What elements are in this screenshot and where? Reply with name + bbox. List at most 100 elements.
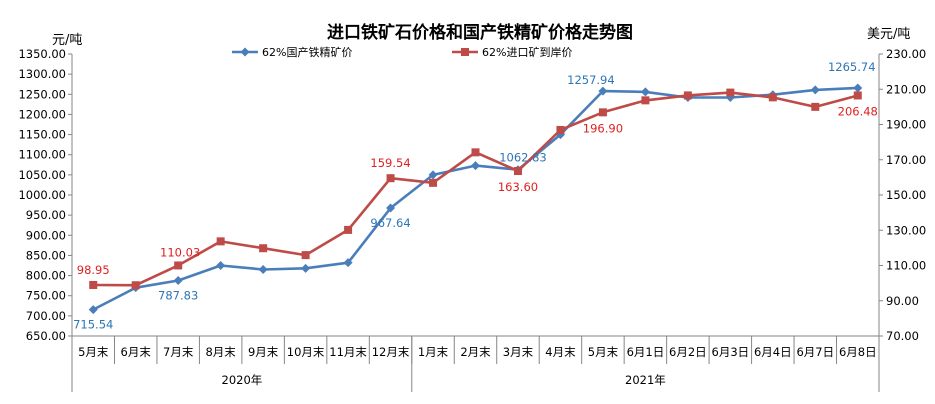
legend: 62%国产铁精矿价 62%进口矿到岸价 [232, 45, 572, 59]
series-1-point [343, 258, 353, 268]
series-2-data-label: 206.48 [838, 104, 878, 118]
series-1-data-label: 967.64 [370, 216, 410, 230]
legend-series-2-label: 62%进口矿到岸价 [482, 46, 572, 59]
y-left-unit: 元/吨 [52, 33, 82, 48]
series-2-point [429, 178, 438, 187]
x-tick-label: 6月3日 [712, 345, 750, 359]
x-tick-label: 10月末 [287, 345, 325, 359]
series-1-point [173, 275, 183, 285]
y-left-tick-label: 1000.00 [18, 188, 66, 202]
x-tick-label: 5月末 [78, 345, 109, 359]
series-2-point [811, 102, 820, 111]
x-tick-label: 6月7日 [796, 345, 834, 359]
series-2-point [131, 281, 140, 290]
x-tick-label: 11月末 [329, 345, 367, 359]
x-tick-label: 6月8日 [839, 345, 877, 359]
x-tick-label: 5月末 [588, 345, 619, 359]
series-1-line [92, 86, 858, 311]
x-tick-label: 3月末 [503, 345, 534, 359]
x-tick-label: 1月末 [418, 345, 449, 359]
y-left-tick-label: 900.00 [26, 228, 66, 242]
series-2-data-label: 110.03 [160, 245, 200, 259]
series-1-data-label: 1257.94 [567, 73, 615, 87]
series-1-point [258, 265, 268, 275]
legend-series-2-marker [461, 48, 469, 56]
legend-series-1-label: 62%国产铁精矿价 [262, 45, 352, 59]
series-2-point [216, 237, 225, 246]
chart-title: 进口铁矿石价格和国产铁精矿价格走势图 [327, 22, 633, 43]
y-left-tick-label: 750.00 [26, 289, 66, 303]
x-tick-label: 4月末 [545, 345, 576, 359]
series-2-point [174, 261, 183, 270]
series-2-point [768, 93, 777, 102]
x-tick-label: 6月4日 [754, 345, 792, 359]
x-tick-label: 9月末 [248, 345, 279, 359]
y-right-tick-label: 70.00 [886, 329, 919, 343]
y-right-tick-label: 230.00 [886, 47, 926, 61]
series-2-data-label: 98.95 [77, 263, 110, 277]
series-2-data-label: 159.54 [370, 156, 410, 170]
series-2-point [386, 174, 395, 183]
x-tick-label: 12月末 [372, 345, 410, 359]
series-1-point [853, 83, 863, 93]
series-2-line [93, 91, 859, 287]
y-right-tick-label: 190.00 [886, 118, 926, 132]
y-left-tick-label: 1150.00 [18, 128, 66, 142]
series-2-data-label: 163.60 [498, 180, 538, 194]
series-1-point [810, 85, 820, 95]
year-group-label: 2021年 [625, 373, 666, 387]
y-left-tick-label: 1200.00 [18, 107, 66, 121]
y-right-tick-label: 130.00 [886, 223, 926, 237]
x-tick-label: 7月末 [163, 345, 194, 359]
series-1-data-label: 715.54 [73, 318, 113, 332]
y-right-tick-label: 170.00 [886, 153, 926, 167]
y-left-tick-label: 1350.00 [18, 47, 66, 61]
series-1-point [598, 86, 608, 96]
series-2-data-label: 196.90 [583, 121, 623, 135]
y-left-tick-label: 1100.00 [18, 148, 66, 162]
y-right-tick-label: 90.00 [886, 294, 919, 308]
series-1-point [640, 87, 650, 97]
y-right-unit: 美元/吨 [867, 27, 910, 42]
y-left-tick-label: 1050.00 [18, 168, 66, 182]
y-left-tick-label: 800.00 [26, 269, 66, 283]
series-2-point [598, 108, 607, 117]
year-group-label: 2020年 [222, 373, 263, 387]
x-tick-label: 6月末 [121, 345, 152, 359]
x-tick-label: 8月末 [205, 345, 236, 359]
x-tick-label: 6月1日 [627, 345, 665, 359]
series-2-point [726, 88, 735, 97]
y-right-tick-label: 150.00 [886, 188, 926, 202]
y-left-tick-label: 700.00 [26, 309, 66, 323]
series-1-point [216, 261, 226, 270]
y-left-tick-label: 950.00 [26, 208, 66, 222]
series-2-point [471, 148, 480, 157]
axes: 650.00 700.00 750.00 800.00 850.00 900.00 950.… [18, 47, 926, 392]
y-right-tick-label: 110.00 [886, 259, 926, 273]
series-1-point [471, 161, 480, 171]
series-1-data-label: 1265.74 [828, 60, 876, 74]
series-2-point [683, 91, 692, 100]
y-left-tick-label: 1300.00 [18, 67, 66, 81]
series-1-data-label: 787.83 [158, 288, 198, 302]
series-1-data-label: 1062.83 [499, 151, 547, 165]
y-right-tick-label: 210.00 [886, 82, 926, 96]
series-2-point [301, 251, 310, 260]
y-left-tick-label: 650.00 [26, 329, 66, 343]
series-2-point [853, 91, 862, 100]
series-2-point [513, 167, 522, 176]
series-1-point [386, 203, 396, 213]
legend-series-1-marker [240, 47, 250, 57]
series-2-point [556, 125, 565, 134]
series-1-point [301, 263, 311, 273]
series-1-point [428, 170, 438, 180]
x-tick-label: 2月末 [460, 345, 491, 359]
x-tick-label: 6月2日 [669, 345, 707, 359]
series-2-point [259, 244, 268, 253]
series-2-point [89, 280, 98, 289]
series-layer: 715.54 787.83 967.64 1062.83 1257.94 1265.74 9… [73, 60, 878, 332]
series-1-point [88, 305, 98, 315]
y-left-tick-label: 850.00 [26, 248, 66, 262]
